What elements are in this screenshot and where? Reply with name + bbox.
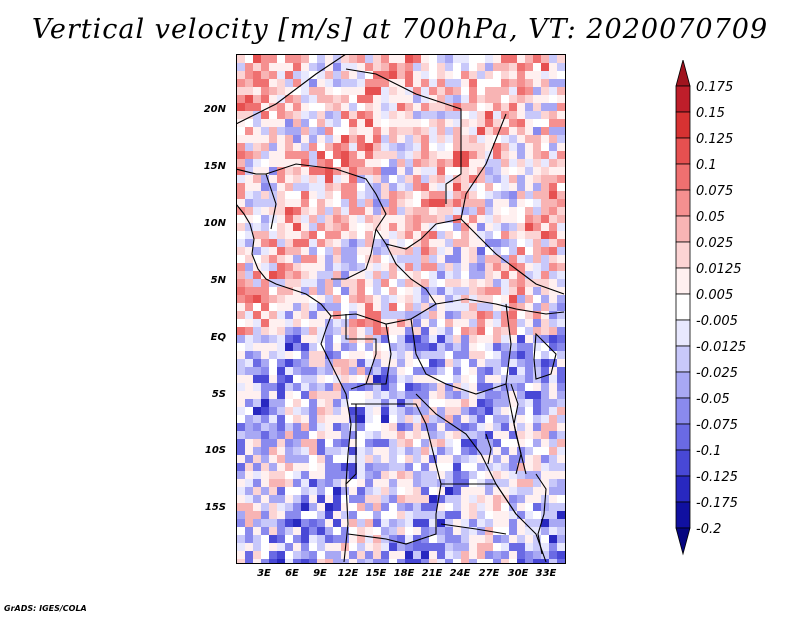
colorbar-label: 0.025 <box>696 236 734 251</box>
lon-label: 21E <box>421 568 443 579</box>
map-title: Vertical velocity [m/s] at 700hPa, VT: 2… <box>31 14 769 45</box>
velocity-field <box>237 55 565 563</box>
lon-label: 18E <box>393 568 415 579</box>
lat-label: 10N <box>203 218 226 229</box>
lon-label: 30E <box>507 568 529 579</box>
lon-label: 27E <box>478 568 500 579</box>
colorbar-label: -0.0125 <box>696 340 747 355</box>
colorbar-label: 0.005 <box>696 288 734 303</box>
colorbar-segment <box>675 267 691 295</box>
colorbar-segment <box>675 475 691 503</box>
lat-label: 5N <box>210 275 226 286</box>
lon-label: 24E <box>449 568 471 579</box>
colorbar-label: -0.025 <box>696 366 738 381</box>
colorbar-segment <box>675 137 691 165</box>
colorbar-segment <box>675 319 691 347</box>
colorbar-label: 0.125 <box>696 132 734 147</box>
colorbar-segment <box>675 501 691 529</box>
colorbar-segment <box>675 397 691 425</box>
vertical-velocity-map <box>236 54 566 564</box>
lon-label: 33E <box>535 568 557 579</box>
colorbar <box>675 60 691 556</box>
lon-label: 9E <box>313 568 327 579</box>
colorbar-label: 0.0125 <box>696 262 742 277</box>
colorbar-segment <box>675 163 691 191</box>
lat-label: 15S <box>204 502 226 513</box>
colorbar-label: -0.075 <box>696 418 738 433</box>
lat-label: 20N <box>203 104 226 115</box>
colorbar-label: 0.175 <box>696 80 734 95</box>
colorbar-segment <box>675 189 691 217</box>
colorbar-segment <box>675 85 691 113</box>
lat-label: 5S <box>211 389 226 400</box>
colorbar-label: -0.05 <box>696 392 730 407</box>
colorbar-segment <box>675 423 691 451</box>
colorbar-bottom-arrow <box>675 527 691 556</box>
lon-label: 12E <box>337 568 359 579</box>
colorbar-label: -0.175 <box>696 496 738 511</box>
colorbar-label: 0.15 <box>696 106 725 121</box>
colorbar-label: -0.2 <box>696 522 722 537</box>
lon-label: 6E <box>285 568 299 579</box>
colorbar-segment <box>675 449 691 477</box>
colorbar-label: 0.075 <box>696 184 734 199</box>
country-borders <box>236 54 565 563</box>
lat-label: 10S <box>204 445 226 456</box>
lon-label: 15E <box>365 568 387 579</box>
colorbar-label: 0.05 <box>696 210 725 225</box>
colorbar-label: 0.1 <box>696 158 717 173</box>
lon-label: 3E <box>257 568 271 579</box>
lat-label: EQ <box>210 332 226 343</box>
colorbar-top-arrow <box>675 60 691 87</box>
colorbar-segment <box>675 241 691 269</box>
colorbar-segment <box>675 371 691 399</box>
colorbar-label: -0.005 <box>696 314 738 329</box>
colorbar-segment <box>675 215 691 243</box>
colorbar-label: -0.125 <box>696 470 738 485</box>
colorbar-segment <box>675 111 691 139</box>
colorbar-segment <box>675 293 691 321</box>
credit-text: GrADS: IGES/COLA <box>4 604 87 613</box>
colorbar-label: -0.1 <box>696 444 722 459</box>
lat-label: 15N <box>203 161 226 172</box>
colorbar-segment <box>675 345 691 373</box>
